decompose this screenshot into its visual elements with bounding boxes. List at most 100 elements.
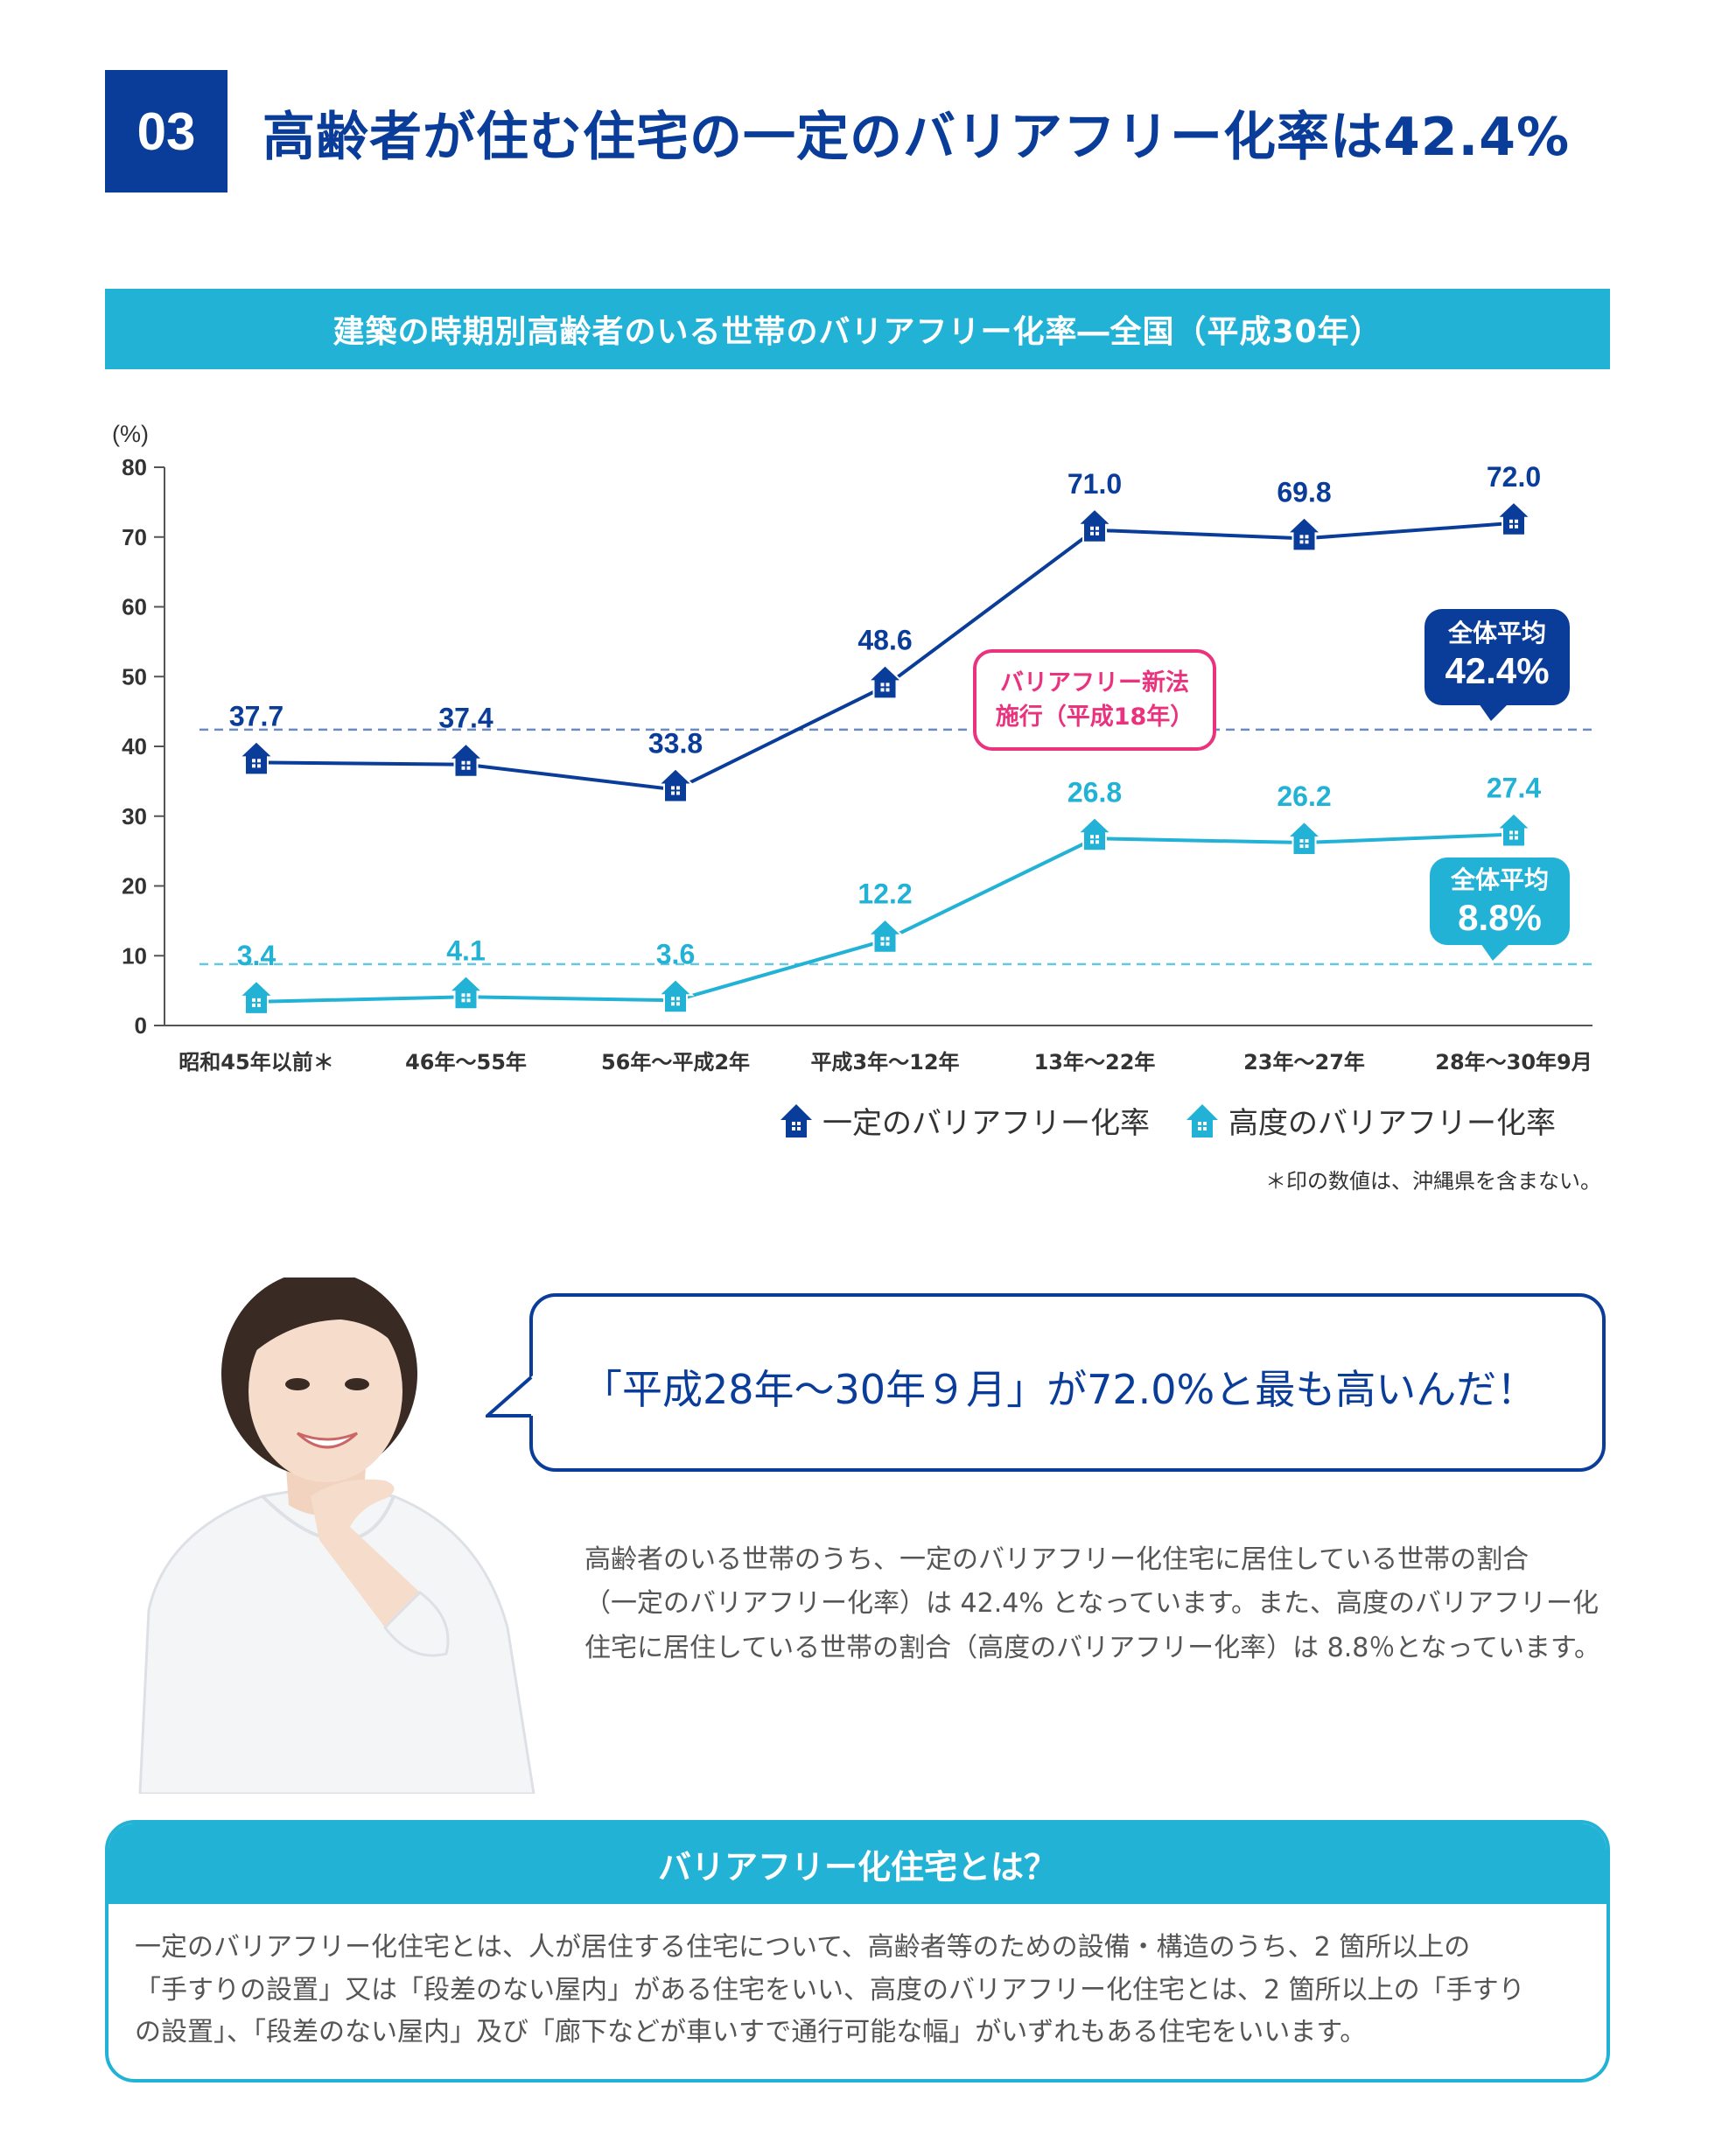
house-marker-shape	[446, 974, 486, 1011]
house-window	[1096, 531, 1099, 536]
house-marker-shape	[1494, 500, 1533, 536]
house-window	[257, 1003, 261, 1007]
house-window	[880, 942, 885, 946]
data-label: 26.2	[1277, 780, 1331, 812]
x-tick-label: 平成3年～12年	[810, 1050, 959, 1074]
average-bubble-tail	[1480, 943, 1510, 961]
house-marker-shape	[865, 918, 905, 954]
law-annotation-callout: バリアフリー新法 施行（平成18年）	[973, 649, 1216, 751]
house-window	[1090, 835, 1094, 839]
x-tick-label: 昭和45年以前＊	[178, 1050, 333, 1074]
house-window	[1090, 840, 1094, 844]
data-label: 26.8	[1068, 776, 1122, 808]
average-bubble-advanced: 全体平均 8.8%	[1430, 858, 1570, 945]
data-label: 3.6	[656, 938, 695, 970]
house-window	[1305, 844, 1309, 849]
law-annotation-line1: バリアフリー新法	[1000, 668, 1189, 696]
info-line: 「手すりの設置」又は「段差のない屋内」がある住宅をいい、高度のバリアフリー化住宅…	[135, 1974, 1525, 2006]
house-window	[880, 688, 885, 692]
woman-illustration	[138, 1278, 536, 1794]
house-marker-shape	[656, 767, 695, 803]
house-window	[461, 760, 466, 765]
body-line: 住宅に居住している世帯の割合（高度のバリアフリー化率）は 8.8％となっています…	[584, 1632, 1600, 1663]
house-icon	[1494, 812, 1533, 848]
section-number-badge: 03	[105, 70, 228, 192]
house-window	[676, 997, 680, 1001]
house-window	[886, 936, 890, 941]
info-box: バリアフリー化住宅とは？ 一定のバリアフリー化住宅とは、人が居住する住宅について…	[105, 1820, 1610, 2082]
house-window	[1096, 835, 1099, 839]
average-bubble-standard: 全体平均 42.4%	[1424, 609, 1570, 705]
legend-item-standard: 一定のバリアフリー化率	[779, 1099, 1150, 1142]
house-window	[252, 764, 256, 768]
average-value: 42.4%	[1445, 650, 1550, 691]
speech-text: 「平成28年～30年９月」が72.0%と最も高いんだ！	[582, 1366, 1537, 1413]
house-window	[1096, 526, 1099, 530]
chart-legend: 一定のバリアフリー化率 高度のバリアフリー化率	[779, 1099, 1578, 1142]
house-window	[466, 766, 471, 770]
house-window	[1305, 535, 1309, 539]
house-icon	[446, 974, 486, 1011]
house-marker-shape	[865, 664, 905, 700]
house-icon	[865, 664, 905, 700]
house-window	[1299, 535, 1304, 539]
y-tick-label: 80	[122, 454, 147, 480]
data-label: 48.6	[858, 624, 912, 655]
average-label: 全体平均	[1450, 865, 1549, 894]
house-window	[1515, 830, 1518, 835]
house-window	[257, 764, 261, 768]
house-window	[1509, 519, 1513, 523]
house-window	[1090, 531, 1094, 536]
house-window	[676, 1002, 680, 1006]
house-marker-shape	[237, 979, 276, 1015]
house-marker-shape	[237, 739, 276, 776]
page-title: 高齢者が住む住宅の一定のバリアフリー化率は42.4%	[262, 107, 1571, 168]
y-tick-label: 30	[122, 803, 147, 830]
info-text: 一定のバリアフリー化住宅とは、人が居住する住宅について、高齢者等のための設備・構…	[135, 1927, 1587, 2054]
house-window	[880, 682, 885, 687]
legend-label: 一定のバリアフリー化率	[822, 1106, 1150, 1141]
body-line: 高齢者のいる世帯のうち、一定のバリアフリー化住宅に居住している世帯の割合	[584, 1544, 1530, 1575]
x-tick-label: 23年～27年	[1243, 1050, 1365, 1074]
x-tick-label: 56年～平成2年	[601, 1050, 750, 1074]
body-paragraph: 高齢者のいる世帯のうち、一定のバリアフリー化住宅に居住している世帯の割合 （一定…	[584, 1538, 1617, 1670]
house-window	[252, 998, 256, 1002]
house-marker-shape	[1284, 515, 1324, 552]
house-icon	[1075, 816, 1114, 852]
house-marker-shape	[1284, 820, 1324, 857]
legend-label: 高度のバリアフリー化率	[1228, 1106, 1556, 1141]
house-window	[671, 997, 675, 1001]
info-heading: バリアフリー化住宅とは？	[108, 1824, 1606, 1904]
chart-title-bar: 建築の時期別高齢者のいる世帯のバリアフリー化率―全国（平成30年）	[105, 289, 1610, 369]
house-window	[1096, 840, 1099, 844]
house-icon	[656, 977, 695, 1014]
x-tick-label: 13年～22年	[1034, 1050, 1156, 1074]
house-window	[461, 998, 466, 1003]
data-label: 33.8	[648, 727, 703, 759]
y-tick-label: 0	[135, 1012, 147, 1039]
data-label: 27.4	[1487, 772, 1541, 803]
line-chart: (%) 0 10 20 30 40 50 60 70 80 昭和45年以前＊ 46年～55年 56年～平…	[112, 421, 1592, 1074]
y-tick-label: 20	[122, 873, 147, 900]
y-tick-label: 40	[122, 733, 147, 760]
house-window	[1509, 830, 1513, 835]
data-label: 37.4	[438, 703, 493, 734]
house-icon	[237, 979, 276, 1015]
y-tick-label: 10	[122, 942, 147, 969]
house-window	[252, 759, 256, 763]
house-marker-shape	[1494, 812, 1533, 848]
house-window	[461, 993, 466, 998]
house-window	[257, 759, 261, 763]
data-label: 72.0	[1487, 461, 1541, 493]
house-icon	[656, 767, 695, 803]
house-window	[676, 786, 680, 790]
house-marker-shape	[446, 742, 486, 778]
house-marker-shape	[1075, 508, 1114, 543]
house-icon	[1284, 820, 1324, 857]
x-tick-label: 28年～30年9月	[1435, 1050, 1592, 1074]
house-window	[1299, 839, 1304, 844]
x-tick-label: 46年～55年	[405, 1050, 527, 1074]
house-window	[1509, 836, 1513, 840]
data-label: 12.2	[858, 878, 912, 910]
house-window	[886, 682, 890, 687]
